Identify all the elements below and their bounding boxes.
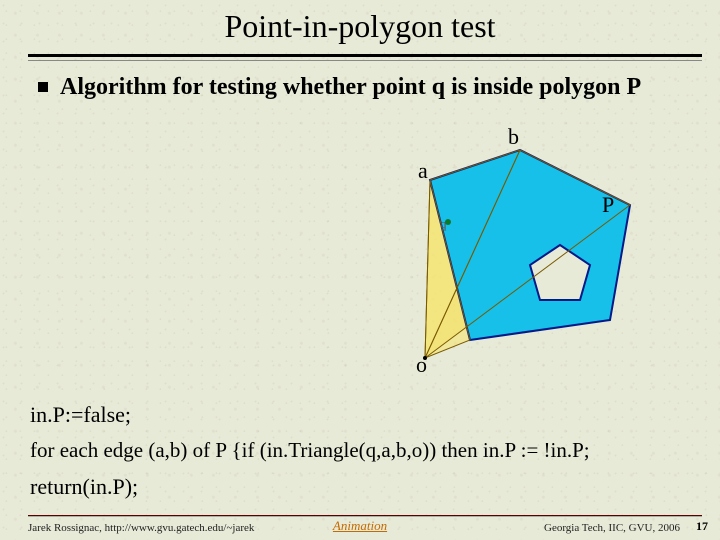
page-number: 17 (696, 519, 708, 534)
bullet-text: Algorithm for testing whether point q is… (60, 74, 641, 100)
label-P: P (602, 192, 614, 218)
diagram: b a P o q (310, 120, 650, 390)
label-q: q (440, 216, 447, 232)
bullet-line: Algorithm for testing whether point q is… (38, 74, 641, 101)
diagram-svg (310, 120, 650, 390)
footer-author: Jarek Rossignac, http://www.gvu.gatech.e… (28, 522, 254, 534)
title-divider (28, 54, 702, 57)
code-line-2: for each edge (a,b) of P {if (in.Triangl… (30, 438, 590, 463)
label-o: o (416, 352, 427, 378)
label-b: b (508, 124, 519, 150)
footer-divider (28, 515, 702, 516)
footer-animation-link[interactable]: Animation (333, 518, 387, 534)
slide-title: Point-in-polygon test (0, 0, 720, 51)
label-a: a (418, 158, 428, 184)
code-line-1: in.P:=false; (30, 402, 131, 428)
bullet-marker-icon (38, 82, 48, 92)
footer-affiliation: Georgia Tech, IIC, GVU, 2006 (544, 522, 680, 534)
code-line-3: return(in.P); (30, 474, 138, 500)
